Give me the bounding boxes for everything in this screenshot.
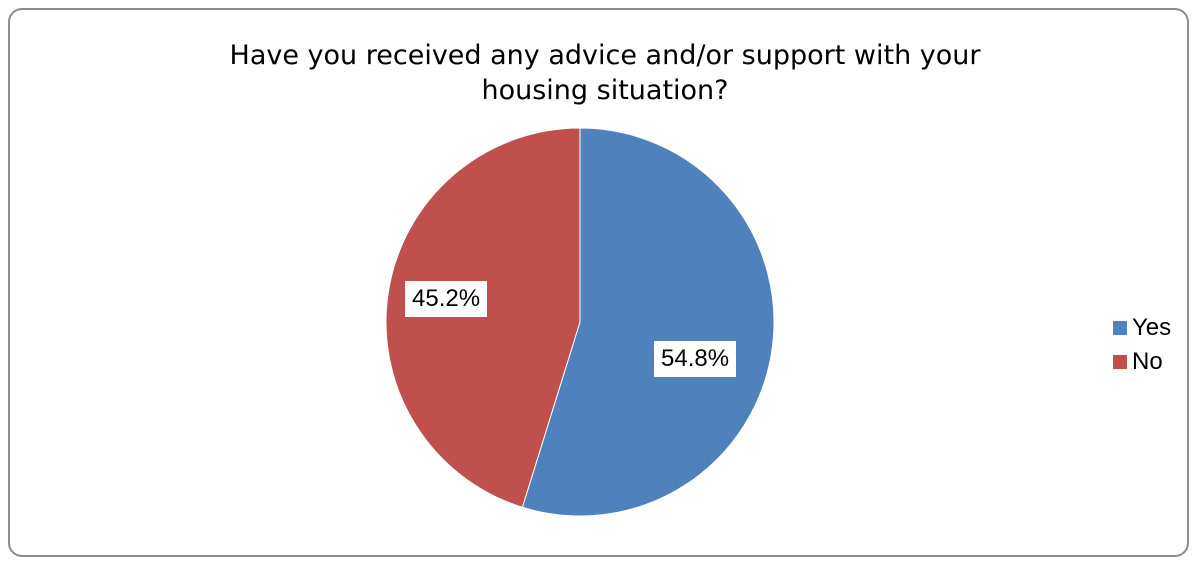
legend-label-no: No [1132, 348, 1163, 375]
chart-title-line-2: housing situation? [481, 75, 729, 106]
chart-title-line-1: Have you received any advice and/or supp… [229, 40, 981, 71]
chart-legend: Yes No [1113, 311, 1171, 379]
legend-swatch-yes [1113, 321, 1127, 335]
legend-item-yes: Yes [1113, 311, 1171, 345]
pie-slice-no [385, 127, 581, 508]
legend-item-no: No [1113, 345, 1171, 379]
data-label-yes: 54.8% [654, 341, 737, 377]
chart-title: Have you received any advice and/or supp… [0, 38, 1197, 108]
legend-swatch-no [1113, 355, 1127, 369]
pie-slice-yes [521, 127, 775, 517]
data-label-no: 45.2% [405, 281, 488, 317]
legend-label-yes: Yes [1132, 314, 1172, 341]
pie-slices [385, 127, 775, 517]
